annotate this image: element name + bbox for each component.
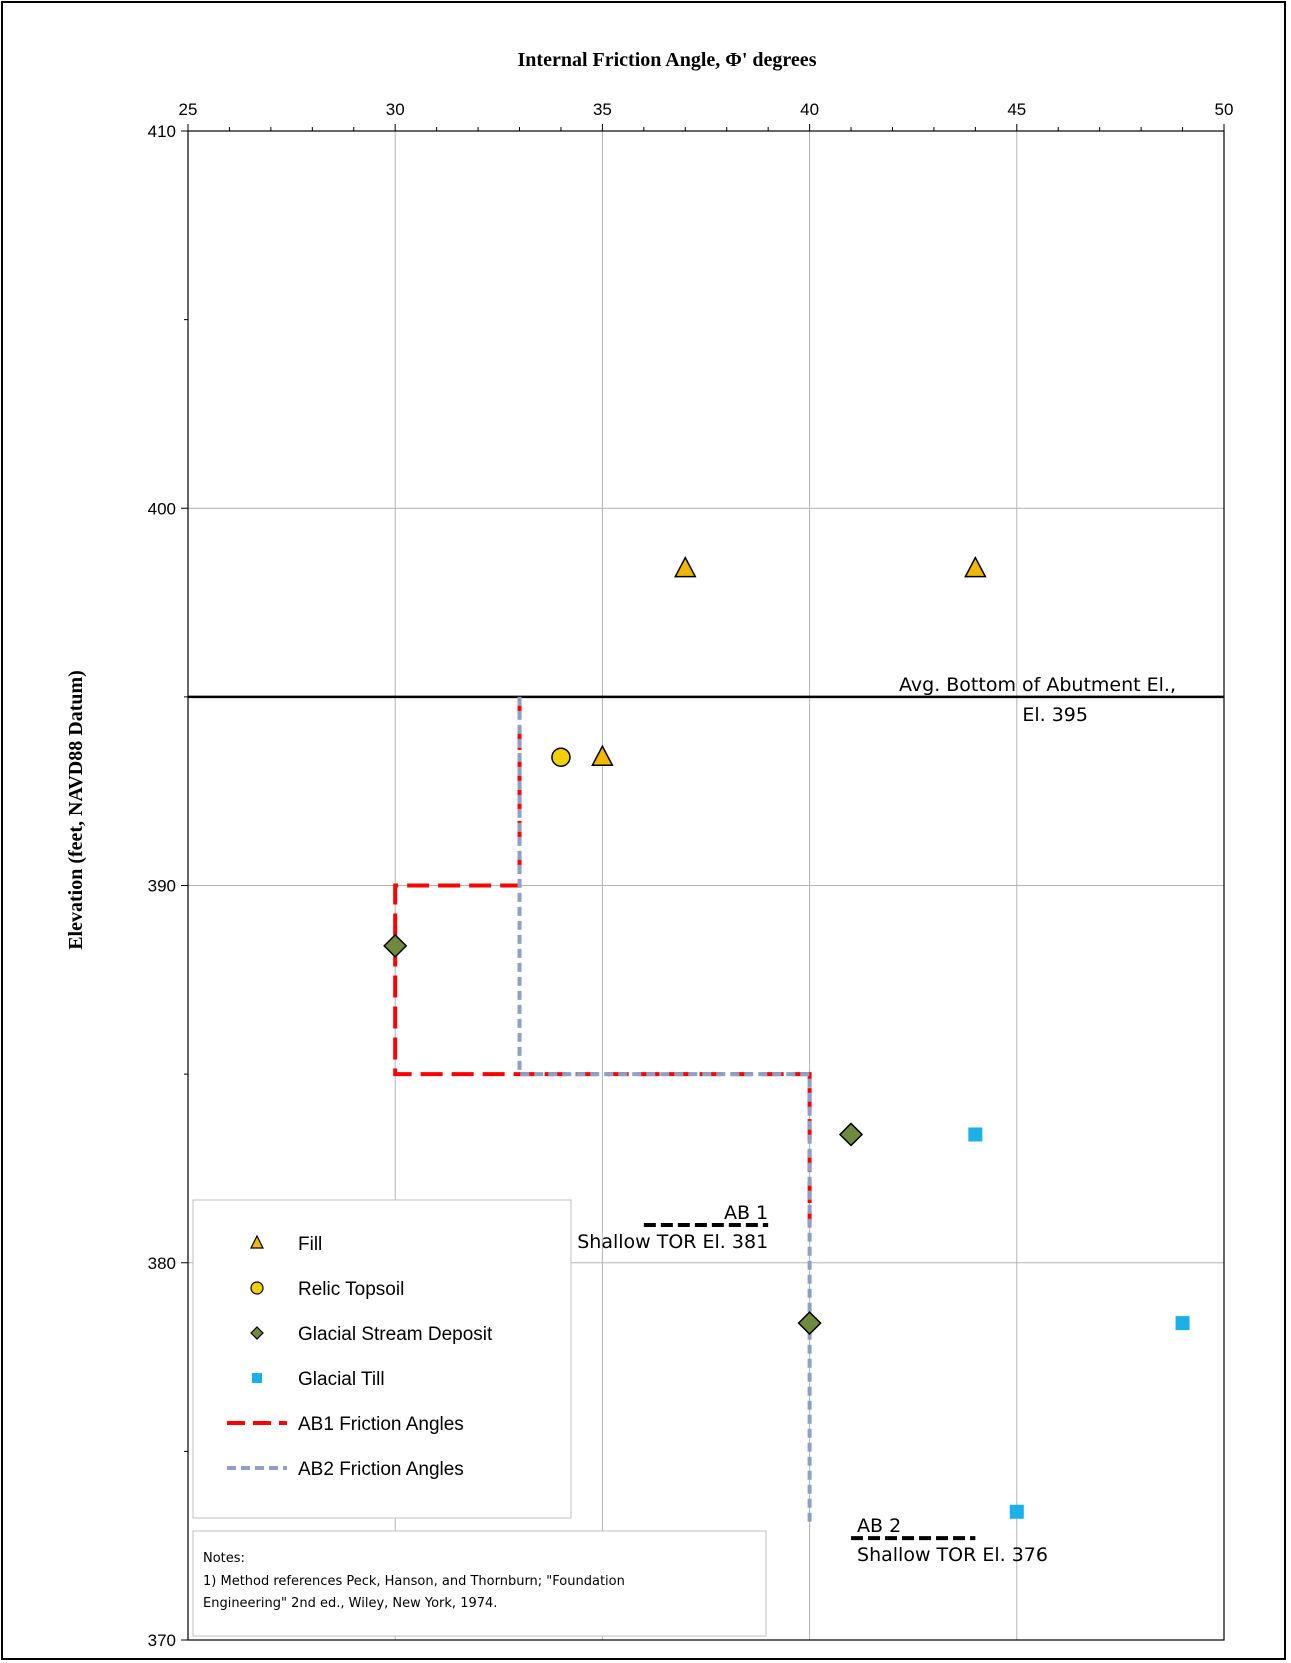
- legend-label: AB1 Friction Angles: [298, 1414, 464, 1435]
- legend-box: [192, 1199, 572, 1519]
- notes-box-border: [192, 1530, 767, 1637]
- tor-label-line1: AB 1: [724, 1202, 768, 1224]
- glacial-stream-deposit-point: [838, 1122, 864, 1147]
- legend-label: Relic Topsoil: [298, 1279, 404, 1300]
- legend-label: Glacial Stream Deposit: [298, 1324, 493, 1345]
- glacial-stream-deposit-point: [383, 933, 408, 958]
- legend-label: Glacial Till: [298, 1369, 385, 1390]
- y-tick-label: 410: [148, 122, 176, 141]
- y-tick-label: 370: [148, 1631, 176, 1650]
- relic-topsoil-point: [551, 747, 571, 767]
- y-tick-label: 380: [148, 1254, 176, 1273]
- legend-swatch-triangle: [250, 1234, 264, 1249]
- notes-box: Notes: 1) Method references Peck, Hanson,…: [192, 1530, 767, 1637]
- notes-line1: 1) Method references Peck, Hanson, and T…: [203, 1574, 625, 1589]
- x-tick-label: 50: [1215, 100, 1234, 119]
- notes-line2: Engineering" 2nd ed., Wiley, New York, 1…: [203, 1596, 497, 1611]
- abutment-label-line1: Avg. Bottom of Abutment El.,: [899, 674, 1176, 696]
- fill-point: [591, 744, 614, 766]
- x-tick-label: 35: [593, 100, 612, 119]
- legend-swatch-square: [252, 1373, 262, 1383]
- y-tick-label: 400: [148, 499, 176, 518]
- glacial-stream-deposit-point: [797, 1311, 822, 1336]
- x-tick-label: 45: [1007, 100, 1026, 119]
- legend-swatch-diamond: [250, 1326, 264, 1340]
- glacial-till-point: [1175, 1316, 1190, 1331]
- abutment-label-line2: El. 395: [1022, 704, 1088, 726]
- legend-label: Fill: [298, 1234, 322, 1255]
- tor-label-line2: Shallow TOR El. 376: [857, 1544, 1048, 1566]
- x-axis-title: Internal Friction Angle, Φ' degrees: [518, 49, 817, 71]
- x-tick-label: 25: [179, 100, 198, 119]
- series: [383, 555, 1190, 1527]
- y-tick-label: 390: [148, 877, 176, 896]
- notes-title: Notes:: [203, 1551, 245, 1566]
- reference-lines: Avg. Bottom of Abutment El., El. 395 AB 1 S…: [188, 674, 1224, 1566]
- x-tick-label: 40: [800, 100, 819, 119]
- tor-label-line2: Shallow TOR El. 381: [577, 1231, 768, 1253]
- ab2-friction-line: [517, 696, 812, 1527]
- legend-swatch-circle: [250, 1281, 264, 1295]
- x-tick-label: 30: [386, 100, 405, 119]
- glacial-till-point: [968, 1127, 983, 1142]
- fill-point: [964, 555, 987, 578]
- legend: Fill Relic Topsoil Glacial Stream Deposit G…: [192, 1199, 572, 1519]
- tor-label-line1: AB 2: [857, 1515, 901, 1537]
- fill-point: [674, 555, 697, 578]
- legend-label: AB2 Friction Angles: [298, 1459, 464, 1480]
- axis-ticks: 25 30 35 40 45 50 370 380 390 400 410: [148, 100, 1234, 1650]
- y-axis-title: Elevation (feet, NAVD88 Datum): [65, 670, 87, 950]
- glacial-till-point: [1009, 1504, 1024, 1519]
